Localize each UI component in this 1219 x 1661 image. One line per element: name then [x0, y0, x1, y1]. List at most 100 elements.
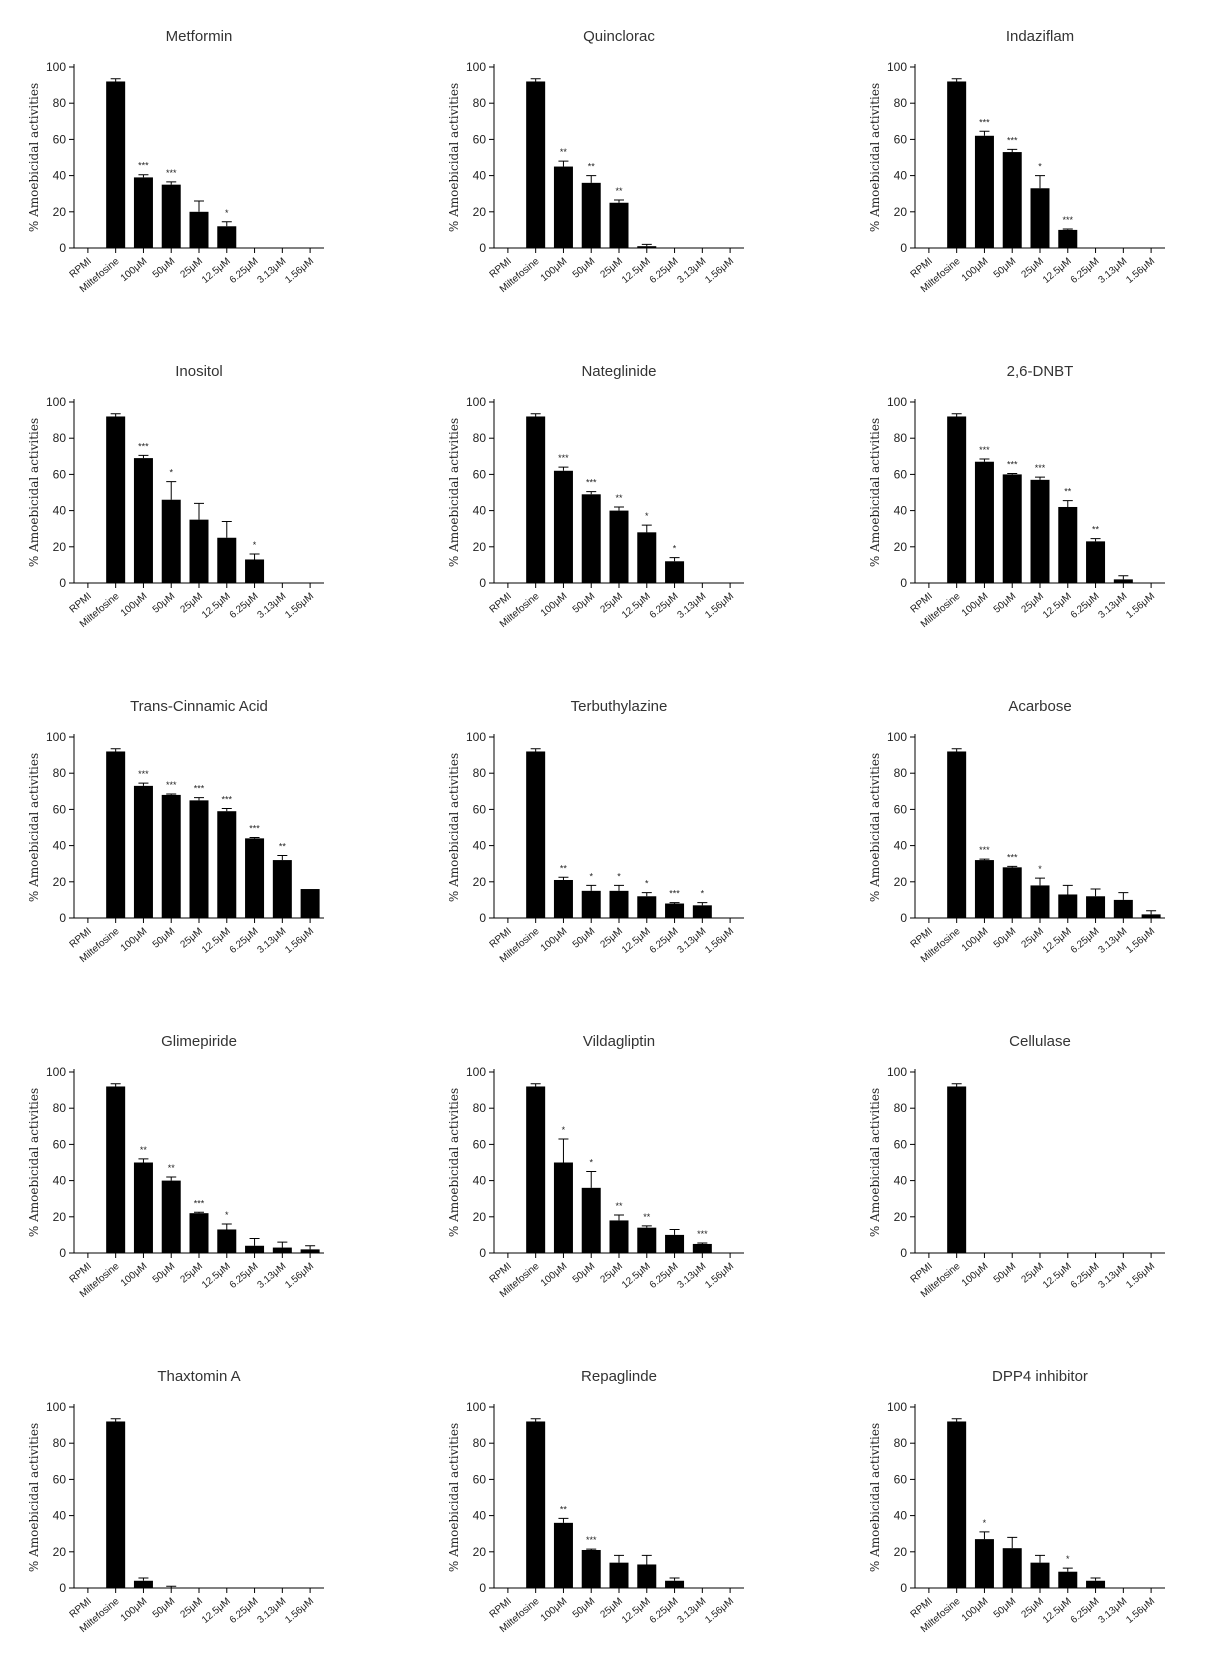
x-tick-label: 50μM — [151, 926, 177, 951]
chart-12: Cellulase % Amoebicidal activities 0 20 40 60… — [868, 1033, 1165, 1300]
error-bar — [614, 506, 624, 511]
bar — [974, 860, 994, 918]
bar — [1030, 1562, 1050, 1588]
bar — [974, 1539, 994, 1588]
error-bar — [221, 221, 232, 227]
x-tick-label: 50μM — [992, 591, 1018, 616]
bar — [245, 559, 265, 583]
x-tick-label: 6.25μM — [228, 926, 261, 956]
x-tick-label: 100μM — [960, 1596, 991, 1624]
y-axis-label: % Amoebicidal activities — [27, 1088, 41, 1237]
x-tick-label: 100μM — [539, 1596, 570, 1624]
bar — [1058, 506, 1078, 583]
y-tick-label: 0 — [900, 1246, 907, 1260]
x-tick-label: 50μM — [151, 1596, 177, 1621]
y-axis-label: % Amoebicidal activities — [868, 83, 882, 232]
bar — [581, 1549, 601, 1588]
y-tick-label: 60 — [894, 802, 908, 816]
x-tick-label: 50μM — [571, 1261, 597, 1286]
x-tick-label: 100μM — [119, 926, 150, 954]
y-tick-label: 20 — [894, 875, 908, 889]
x-tick-label: 100μM — [119, 1261, 150, 1289]
error-bar — [669, 1228, 680, 1235]
y-tick-label: 40 — [473, 504, 487, 518]
error-bar — [1118, 892, 1129, 900]
bar — [526, 1421, 546, 1588]
error-bar — [614, 199, 624, 203]
x-tick-label: 50μM — [992, 926, 1018, 951]
x-tick-label: 1.56μM — [1124, 256, 1157, 286]
y-tick-label: 40 — [894, 839, 908, 853]
x-tick-label: 3.13μM — [255, 1261, 288, 1291]
error-bar — [221, 1223, 232, 1230]
error-bar — [951, 78, 962, 82]
x-tick-label: 12.5μM — [620, 1596, 653, 1626]
y-tick-label: 80 — [894, 96, 908, 110]
y-tick-label: 20 — [473, 1210, 487, 1224]
y-axis-label: % Amoebicidal activities — [27, 753, 41, 902]
x-tick-label: 1.56μM — [283, 1261, 316, 1291]
error-bar — [1118, 575, 1129, 580]
x-tick-label: 6.25μM — [1069, 1261, 1102, 1291]
y-axis-label: % Amoebicidal activities — [868, 418, 882, 567]
bar — [947, 751, 967, 918]
error-bar — [110, 413, 121, 417]
y-tick-label: 100 — [887, 395, 907, 409]
chart-14: Repaglinde % Amoebicidal activities 0 20 40 6… — [447, 1368, 744, 1635]
bar — [161, 184, 181, 248]
y-tick-label: 20 — [53, 875, 67, 889]
y-tick-label: 20 — [473, 540, 487, 554]
bar — [526, 751, 546, 918]
y-tick-label: 60 — [53, 132, 67, 146]
bar — [189, 519, 209, 583]
error-bar — [221, 520, 232, 538]
error-bar — [1062, 500, 1073, 507]
bar — [1002, 474, 1022, 583]
y-axis-label: % Amoebicidal activities — [27, 1423, 41, 1572]
y-tick-label: 80 — [894, 1101, 908, 1115]
x-tick-label: 3.13μM — [675, 1596, 708, 1626]
error-bar — [951, 1083, 962, 1087]
error-bar — [1146, 910, 1157, 915]
chart-6: 2,6-DNBT % Amoebicidal activities 0 20 40 60 8… — [868, 363, 1165, 630]
y-tick-label: 80 — [473, 1101, 487, 1115]
error-bar — [1035, 476, 1045, 480]
error-bar — [641, 243, 652, 247]
error-bar — [1007, 148, 1018, 153]
error-bar — [1007, 472, 1018, 475]
bar — [106, 1421, 126, 1588]
error-bar — [110, 1418, 121, 1422]
error-bar — [110, 78, 121, 82]
bar — [106, 416, 126, 583]
chart-title: Nateglinide — [581, 363, 656, 380]
y-tick-label: 80 — [473, 766, 487, 780]
bar — [609, 890, 629, 918]
y-tick-label: 60 — [53, 467, 67, 481]
bar — [526, 416, 546, 583]
x-tick-label: 1.56μM — [703, 926, 736, 956]
error-bar — [1035, 877, 1045, 886]
y-tick-label: 40 — [53, 1509, 67, 1523]
x-tick-label: 12.5μM — [1041, 1261, 1074, 1291]
error-bar — [1007, 1536, 1018, 1549]
significance-label: ** — [615, 1201, 623, 1211]
y-tick-label: 60 — [473, 132, 487, 146]
significance-label: ** — [1064, 487, 1072, 497]
bar — [947, 1086, 967, 1253]
x-tick-label: 6.25μM — [648, 256, 681, 286]
x-tick-label: 6.25μM — [228, 256, 261, 286]
bar — [553, 470, 573, 583]
x-tick-label: 1.56μM — [283, 591, 316, 621]
y-axis-label: % Amoebicidal activities — [447, 83, 461, 232]
y-tick-label: 40 — [473, 169, 487, 183]
x-tick-label: 50μM — [992, 1596, 1018, 1621]
error-bar — [305, 1245, 316, 1250]
x-tick-label: 12.5μM — [1041, 256, 1074, 286]
y-tick-label: 60 — [473, 1472, 487, 1486]
error-bar — [641, 524, 652, 533]
chart-13: Thaxtomin A % Amoebicidal activities 0 20 40… — [27, 1368, 324, 1635]
error-bar — [530, 748, 541, 752]
bar — [637, 532, 657, 583]
error-bar — [1090, 888, 1101, 897]
